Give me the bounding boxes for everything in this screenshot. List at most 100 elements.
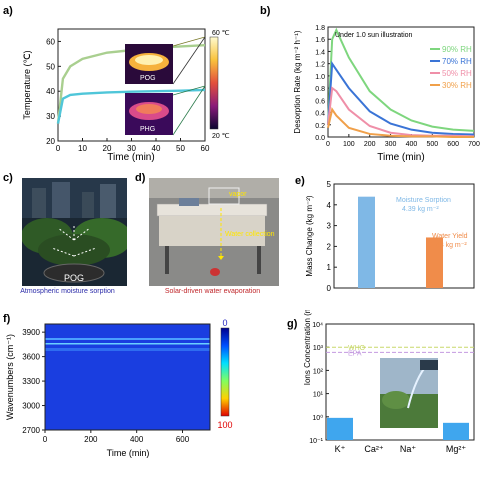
panel-e-ylabel: Mass Change (kg m⁻²) [305, 195, 314, 276]
g-xtick-label: Mg²⁺ [446, 444, 466, 454]
b-xtick-label: 600 [447, 141, 459, 148]
b-xtick-label: 700 [468, 141, 480, 148]
a-xtick-label: 60 [201, 144, 210, 153]
bar1-title: Moisture Sorption [396, 197, 451, 204]
g-ytick-label: 10⁻¹ [309, 438, 323, 445]
a-xtick-label: 50 [176, 144, 185, 153]
panel-a-ylabel: Temperature (℃) [22, 50, 32, 119]
a-ytick-label: 40 [46, 87, 55, 96]
b-legend-entry: 90% RH [442, 45, 472, 54]
panel-a-colorbar [209, 36, 219, 130]
a-ytick-label: 30 [46, 112, 55, 121]
b-ytick-label: 1.4 [315, 49, 325, 56]
vapor-label: vapor [229, 191, 247, 198]
panel-f-colorbar [220, 327, 230, 417]
g-bar-1 [327, 417, 353, 440]
a-xtick-label: 30 [127, 144, 136, 153]
b-ytick-label: 1.2 [315, 62, 325, 69]
b-series-1 [327, 27, 475, 132]
e-bar-1 [358, 196, 375, 288]
e-ytick-label: 1 [327, 263, 332, 272]
b-xtick-label: 100 [343, 141, 355, 148]
f-xtick-label: 400 [130, 435, 144, 444]
b-xtick-label: 0 [326, 141, 330, 148]
e-ytick-label: 5 [327, 180, 332, 189]
f-ytick-label: 3600 [22, 353, 40, 362]
f-xtick-label: 200 [84, 435, 98, 444]
water-evaporation-photo: vapor Water collection [149, 178, 279, 286]
panel-f-cb-bottom: 100 [217, 420, 232, 430]
e-ytick-label: 4 [327, 201, 332, 210]
moisture-sorption-photo: POG [22, 178, 127, 286]
b-ytick-label: 0.2 [315, 123, 325, 130]
g-bar-4 [443, 422, 469, 440]
a-series-phg [56, 88, 206, 124]
a-xtick-label: 10 [78, 144, 87, 153]
panel-g-axes [325, 323, 475, 441]
f-ytick-label: 3000 [22, 402, 40, 411]
g-ytick-label: 10¹ [313, 392, 324, 399]
g-ytick-label: 10² [313, 368, 324, 375]
panel-c: c) POG Atmospheric moisture sorption [0, 172, 135, 307]
bar1-value: 4.39 kg m⁻² [402, 206, 439, 213]
panel-e-label: e) [295, 175, 305, 187]
colorbar-bottom-label: 20 ℃ [212, 133, 230, 140]
g-ref-label: WHO [348, 345, 366, 352]
f-xtick-label: 600 [176, 435, 190, 444]
g-ytick-label: 10³ [313, 345, 324, 352]
b-series-4 [327, 107, 474, 138]
a-ytick-label: 50 [46, 62, 55, 71]
g-xtick-label: Na⁺ [400, 444, 417, 454]
panel-a-xlabel: Time (min) [107, 152, 154, 163]
g-xtick-label: Ca²⁺ [364, 444, 384, 454]
e-bar-2 [426, 237, 443, 288]
panel-f-ylabel: Wavenumbers (cm⁻¹) [5, 334, 15, 420]
e-ytick-label: 3 [327, 222, 332, 231]
b-ytick-label: 1.0 [315, 74, 325, 81]
g-ytick-label: 10⁴ [312, 322, 323, 329]
e-ytick-label: 2 [327, 242, 332, 251]
b-legend-entry: 50% RH [442, 69, 472, 78]
b-xtick-label: 400 [406, 141, 418, 148]
b-ytick-label: 0.4 [315, 111, 325, 118]
g-xtick-label: K⁺ [335, 444, 346, 454]
b-legend-entry: 70% RH [442, 57, 472, 66]
water-collection-label: Water collection [225, 231, 275, 238]
b-series-2 [327, 60, 475, 136]
bar2-value: 2.43 kg m⁻² [430, 242, 467, 249]
e-ytick-label: 0 [327, 284, 332, 293]
panel-g-label: g) [287, 318, 298, 330]
f-ytick-label: 3900 [22, 328, 40, 337]
panel-b-chart: b) 0 100 200 300 400 500 600 700 0.0 0.2 0.4 0.6 0.8… [260, 5, 480, 163]
b-ytick-label: 0.6 [315, 98, 325, 105]
panel-a-label: a) [3, 5, 13, 17]
b-ytick-label: 0.8 [315, 86, 325, 93]
g-ytick-label: 10⁰ [312, 414, 323, 422]
b-xtick-label: 200 [364, 141, 376, 148]
inset-phg-label: PHG [140, 126, 155, 133]
panel-c-caption: Atmospheric moisture sorption [20, 288, 115, 295]
panel-b-ylabel: Desorption Rate (kg m⁻² h⁻¹) [293, 30, 302, 133]
b-ytick-label: 0.0 [315, 135, 325, 142]
bar2-title: Water Yield [432, 233, 468, 240]
panel-b-xlabel: Time (min) [377, 152, 424, 163]
g-ref-label: EPA [348, 350, 362, 357]
a-ytick-label: 60 [46, 37, 55, 46]
f-ytick-label: 3300 [22, 377, 40, 386]
panel-d: d) vapor Water collection Solar-driven w… [135, 172, 290, 307]
panel-b-annotation: Under 1.0 sun illustration [335, 32, 413, 39]
inset-pog-label: POG [140, 75, 156, 82]
a-xtick-label: 20 [103, 144, 112, 153]
panel-f-cb-top: 0 [222, 318, 227, 328]
panel-f-xlabel: Time (min) [107, 448, 150, 458]
a-ytick-label: 20 [46, 137, 55, 146]
panel-c-label: c) [3, 172, 13, 184]
panel-d-caption: Solar-driven water evaporation [164, 288, 261, 295]
panel-f-heatmap [45, 324, 210, 430]
a-xtick-label: 0 [56, 144, 61, 153]
b-xtick-label: 500 [426, 141, 438, 148]
b-ytick-label: 1.8 [315, 25, 325, 32]
